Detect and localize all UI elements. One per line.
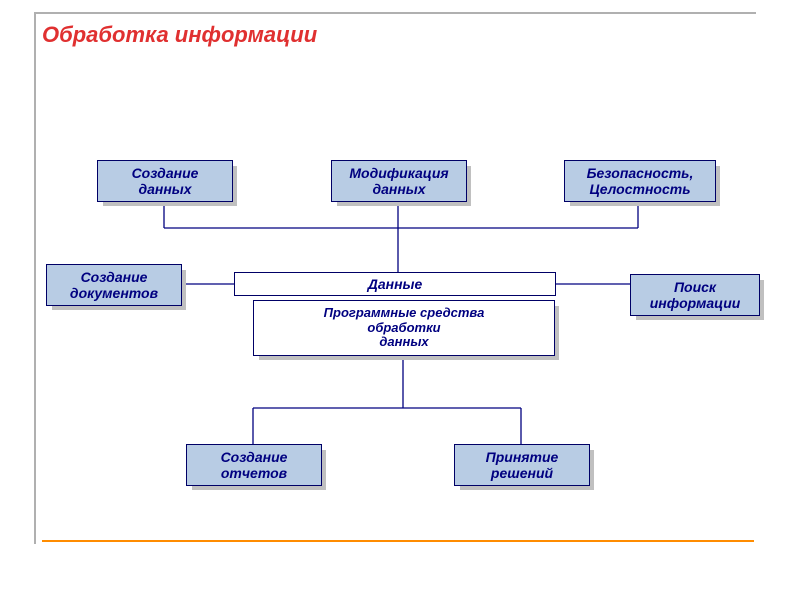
node-line: Принятие <box>486 449 559 465</box>
node-line: Создание <box>132 165 199 181</box>
node-line: Создание <box>221 449 288 465</box>
node-box: Созданиеотчетов <box>186 444 322 486</box>
node-line: обработки <box>367 321 440 336</box>
node-modify_data: Модификацияданных <box>331 160 465 200</box>
node-line: информации <box>650 295 741 311</box>
node-box: Принятиерешений <box>454 444 590 486</box>
node-box: Безопасность,Целостность <box>564 160 716 202</box>
node-line: Модификация <box>349 165 448 181</box>
node-create_docs: Созданиедокументов <box>46 264 180 304</box>
node-line: документов <box>70 285 158 301</box>
footer-rule <box>42 540 754 542</box>
node-line: Целостность <box>589 181 690 197</box>
node-box: Программные средстваобработкиданных <box>253 300 555 356</box>
node-box: Поискинформации <box>630 274 760 316</box>
node-box: Данные <box>234 272 556 296</box>
node-line: Данные <box>368 276 423 292</box>
node-line: данных <box>138 181 191 197</box>
page-title: Обработка информации <box>42 22 317 48</box>
node-search: Поискинформации <box>630 274 758 314</box>
node-line: данных <box>372 181 425 197</box>
node-program: Программные средстваобработкиданных <box>253 300 553 354</box>
node-line: Создание <box>81 269 148 285</box>
node-line: отчетов <box>221 465 287 481</box>
node-line: решений <box>491 465 553 481</box>
node-line: Программные средства <box>324 306 485 321</box>
node-line: Поиск <box>674 279 716 295</box>
node-reports: Созданиеотчетов <box>186 444 320 484</box>
node-box: Модификацияданных <box>331 160 467 202</box>
node-line: Безопасность, <box>587 165 694 181</box>
node-security: Безопасность,Целостность <box>564 160 714 200</box>
node-create_data: Созданиеданных <box>97 160 231 200</box>
node-decisions: Принятиерешений <box>454 444 588 484</box>
node-data: Данные <box>234 272 554 294</box>
node-line: данных <box>379 335 428 350</box>
node-box: Созданиедокументов <box>46 264 182 306</box>
node-box: Созданиеданных <box>97 160 233 202</box>
